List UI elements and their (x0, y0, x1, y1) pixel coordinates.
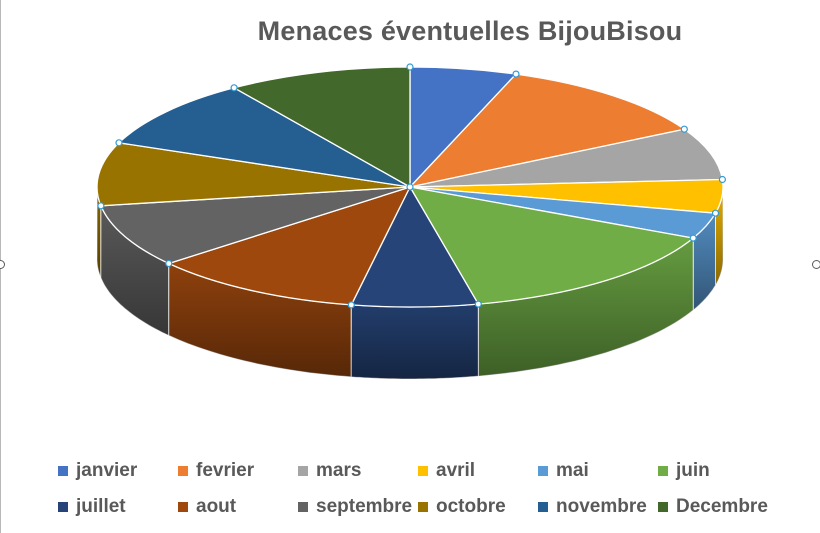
legend-label: janvier (76, 460, 138, 481)
legend-swatch (658, 466, 668, 476)
resize-handle-right[interactable] (812, 260, 820, 269)
selection-handles (97, 63, 727, 309)
legend-swatch (418, 502, 428, 512)
slice-point-handle[interactable] (406, 63, 414, 71)
pie-sides (96, 187, 724, 380)
legend-label: avril (436, 460, 476, 481)
legend-label: fevrier (196, 460, 255, 481)
legend-item-fevrier[interactable]: fevrier (178, 460, 298, 482)
legend-swatch (178, 502, 188, 512)
legend-swatch (538, 466, 548, 476)
legend-swatch (538, 502, 548, 512)
legend-label: mars (316, 460, 362, 481)
slice-point-handle[interactable] (347, 301, 355, 309)
legend-item-juillet[interactable]: juillet (58, 496, 178, 518)
pie-slice-juin[interactable] (409, 186, 694, 305)
slice-point-handle[interactable] (115, 139, 123, 147)
legend-label: juin (676, 460, 710, 481)
slice-point-handle[interactable] (406, 183, 414, 191)
legend-item-septembre[interactable]: septembre (298, 496, 418, 518)
legend: janvier fevrier mars avril mai juin juillet aou… (58, 460, 778, 518)
pie-side-shade (168, 263, 352, 377)
slice-point-handle[interactable] (689, 234, 697, 242)
legend-swatch (58, 466, 68, 476)
pie-side-shade (351, 304, 479, 379)
legend-label: septembre (316, 496, 413, 517)
legend-swatch (58, 502, 68, 512)
slice-point-handle[interactable] (165, 259, 173, 268)
legend-label: novembre (556, 496, 647, 517)
pie-side-shade (693, 213, 716, 311)
pie-slice-fevrier[interactable] (409, 73, 685, 188)
legend-swatch (298, 466, 308, 476)
legend-swatch (178, 466, 188, 476)
legend-item-janvier[interactable]: janvier (58, 460, 178, 482)
pie-side-shade (100, 205, 169, 336)
chart-title: Menaces éventuelles BijouBisou (257, 16, 683, 46)
legend-item-aout[interactable]: aout (178, 496, 298, 518)
legend-label: octobre (436, 496, 506, 517)
legend-swatch (298, 502, 308, 512)
legend-item-mars[interactable]: mars (298, 460, 418, 482)
slice-point-handle[interactable] (230, 84, 238, 92)
legend-swatch (658, 502, 668, 512)
legend-item-juin[interactable]: juin (658, 460, 778, 482)
slice-point-handle[interactable] (718, 175, 727, 184)
slice-point-handle[interactable] (680, 125, 688, 133)
legend-item-novembre[interactable]: novembre (538, 496, 658, 518)
pie-slice-novembre[interactable] (118, 87, 411, 188)
slice-point-handle[interactable] (711, 209, 720, 217)
legend-label: aout (196, 496, 237, 517)
pie-slice-decembre[interactable] (233, 66, 411, 188)
slice-point-handle[interactable] (512, 70, 520, 78)
legend-label: mai (556, 460, 589, 481)
legend-item-octobre[interactable]: octobre (418, 496, 538, 518)
pie-slice-aout[interactable] (168, 186, 411, 306)
slice-point-handle[interactable] (97, 202, 105, 210)
slice-point-handle[interactable] (474, 300, 482, 308)
legend-item-avril[interactable]: avril (418, 460, 538, 482)
resize-handle-left[interactable] (0, 260, 5, 269)
pie-tops (96, 66, 724, 308)
pie-slice-octobre[interactable] (96, 142, 411, 207)
legend-swatch (418, 466, 428, 476)
legend-item-mai[interactable]: mai (538, 460, 658, 482)
pie-side-shade (478, 238, 694, 377)
legend-label: juillet (76, 496, 126, 517)
legend-label: Decembre (676, 496, 768, 517)
legend-item-decembre[interactable]: Decembre (658, 496, 778, 518)
pie-slice-septembre[interactable] (100, 186, 411, 265)
pie-side-shade (97, 187, 101, 278)
